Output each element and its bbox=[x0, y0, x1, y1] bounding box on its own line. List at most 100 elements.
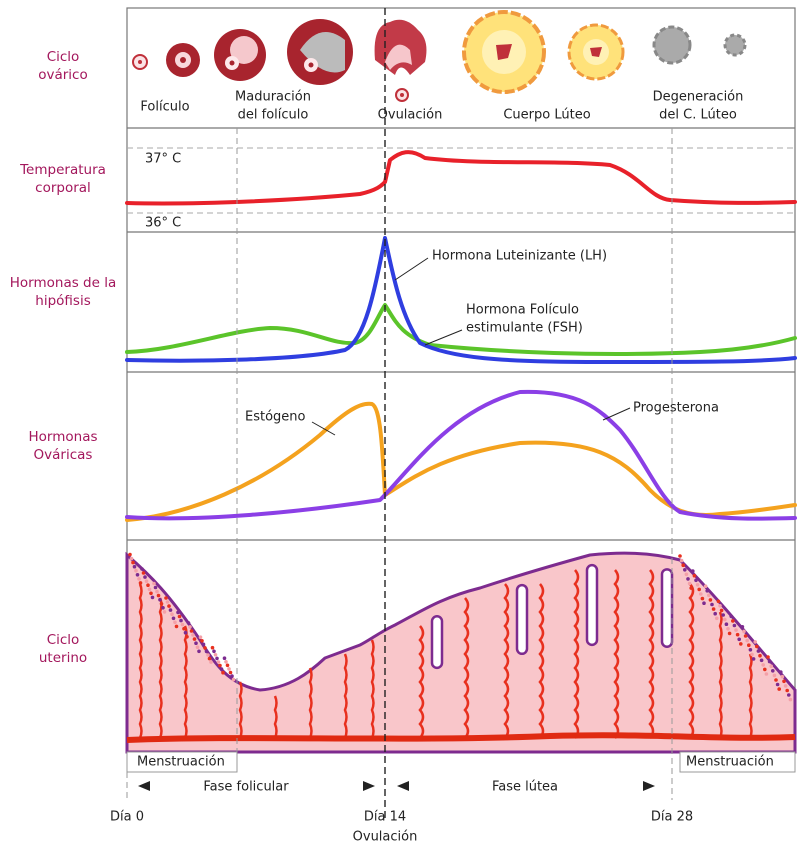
spiral-artery bbox=[748, 653, 753, 739]
basal-vessel bbox=[126, 732, 796, 743]
tissue-dot bbox=[742, 629, 746, 634]
tissue-dot bbox=[168, 608, 173, 612]
tissue-dot bbox=[787, 693, 791, 697]
menstruation-label: Menstruación bbox=[686, 755, 774, 770]
tissue-dot bbox=[147, 587, 152, 592]
tissue-dot bbox=[131, 560, 135, 565]
endometrium bbox=[125, 551, 797, 754]
tissue-dot bbox=[780, 674, 785, 679]
gland bbox=[515, 583, 529, 656]
spiral-artery bbox=[138, 583, 143, 739]
fsh-label: Hormona Folículo bbox=[466, 303, 579, 318]
tissue-dot bbox=[173, 620, 177, 625]
tissue-dot bbox=[171, 616, 176, 621]
stage-label: Ovulación bbox=[378, 108, 443, 123]
spiral-artery bbox=[648, 569, 655, 739]
tissue-dot bbox=[191, 633, 195, 637]
tissue-dot bbox=[727, 631, 732, 636]
spiral-artery bbox=[158, 597, 163, 739]
tissue-dot bbox=[689, 586, 693, 590]
tissue-dot bbox=[763, 667, 767, 672]
tissue-dot bbox=[735, 632, 740, 637]
tissue-dot bbox=[700, 596, 705, 601]
tissue-dot bbox=[188, 625, 192, 629]
tissue-dot bbox=[155, 589, 159, 594]
tissue-dot bbox=[231, 677, 236, 682]
stage-label: del folículo bbox=[238, 108, 309, 123]
tissue-dot bbox=[726, 627, 730, 631]
tissue-dot bbox=[195, 645, 200, 649]
tissue-dot bbox=[711, 607, 716, 611]
temperature-label: 36° C bbox=[145, 216, 181, 231]
spiral-artery bbox=[370, 639, 375, 739]
tissue-dot bbox=[775, 682, 780, 687]
progesterone-curve bbox=[125, 389, 797, 521]
ovarian-icons bbox=[132, 10, 747, 102]
tissue-dot bbox=[138, 581, 143, 585]
spiral-artery bbox=[688, 583, 695, 739]
lh-curve bbox=[125, 236, 797, 364]
menstruation-box bbox=[126, 751, 238, 773]
tissue-dot bbox=[679, 558, 684, 563]
stage-label: del C. Lúteo bbox=[659, 108, 737, 123]
tissue-dot bbox=[209, 660, 213, 664]
tissue-dot bbox=[194, 641, 198, 645]
tissue-dot bbox=[702, 601, 706, 605]
fsh-label: estimulante (FSH) bbox=[466, 321, 583, 336]
temperature-label: 37° C bbox=[145, 152, 181, 167]
tissue-dot bbox=[170, 612, 174, 616]
tissue-dot bbox=[198, 635, 203, 639]
spiral-artery bbox=[308, 667, 313, 739]
row-label: Ciclo bbox=[47, 632, 80, 648]
tissue-dot bbox=[149, 591, 153, 596]
row-label: Ováricas bbox=[34, 447, 93, 463]
tissue-dot bbox=[210, 645, 215, 650]
callout-line bbox=[311, 421, 336, 436]
tissue-dot bbox=[215, 656, 219, 661]
row-label: Ciclo bbox=[47, 49, 80, 65]
row-label: hipófisis bbox=[35, 293, 90, 309]
tissue-dot bbox=[695, 583, 700, 587]
tissue-dot bbox=[772, 673, 777, 678]
tissue-dot bbox=[141, 571, 146, 575]
tissue-dot bbox=[753, 640, 757, 644]
tissue-dot bbox=[134, 568, 138, 573]
tissue-dot bbox=[159, 602, 164, 606]
tissue-dot bbox=[721, 613, 725, 617]
callout-line bbox=[424, 329, 463, 346]
row-label: uterino bbox=[39, 650, 87, 666]
day-label: Día 28 bbox=[651, 810, 693, 825]
tissue-dot bbox=[759, 658, 764, 663]
spiral-artery bbox=[343, 653, 348, 739]
day-label: Día 0 bbox=[110, 810, 144, 825]
tissue-dot bbox=[756, 649, 761, 653]
temperature-curve bbox=[125, 150, 797, 206]
tissue-dot bbox=[144, 579, 149, 583]
day-label: Día 14 bbox=[364, 810, 406, 825]
tissue-dot bbox=[203, 646, 207, 650]
tissue-dot bbox=[687, 581, 692, 586]
spiral-artery bbox=[183, 625, 188, 739]
spiral-artery bbox=[718, 611, 723, 739]
tissue-dot bbox=[740, 625, 745, 629]
spiral-artery bbox=[238, 681, 243, 739]
tissue-dot bbox=[755, 644, 759, 649]
tissue-dot bbox=[734, 628, 738, 632]
callout-line bbox=[394, 257, 429, 281]
row-label: Hormonas de la bbox=[10, 275, 116, 291]
tissue-dot bbox=[750, 652, 754, 657]
menstruation-box bbox=[679, 751, 796, 773]
phase-label: Fase folicular bbox=[203, 780, 289, 795]
tissue-dot bbox=[224, 660, 228, 664]
tissue-dot bbox=[213, 653, 218, 657]
tissue-dot bbox=[212, 649, 216, 654]
tissue-dot bbox=[179, 618, 183, 623]
tissue-dot bbox=[174, 624, 179, 629]
tissue-dot bbox=[164, 596, 168, 600]
tissue-dot bbox=[176, 610, 180, 615]
tissue-dot bbox=[724, 622, 729, 626]
lh-label: Hormona Luteinizante (LH) bbox=[432, 249, 607, 264]
tissue-dot bbox=[723, 617, 727, 622]
tissue-dot bbox=[686, 577, 690, 581]
